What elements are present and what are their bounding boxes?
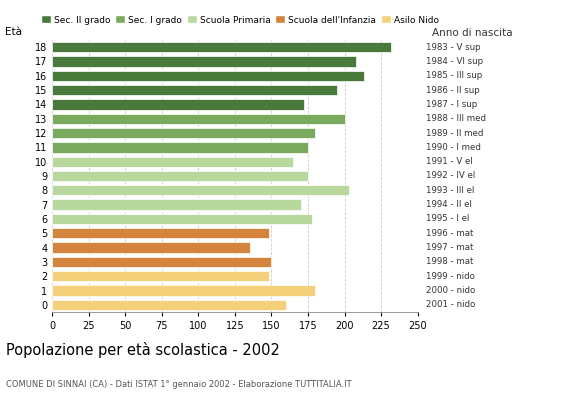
Bar xyxy=(52,242,249,253)
Text: 1993 - III el: 1993 - III el xyxy=(426,186,474,195)
Bar xyxy=(52,171,308,181)
Bar xyxy=(52,300,286,310)
Text: 1998 - mat: 1998 - mat xyxy=(426,257,474,266)
Text: Popolazione per età scolastica - 2002: Popolazione per età scolastica - 2002 xyxy=(6,342,280,358)
Text: 1989 - II med: 1989 - II med xyxy=(426,128,484,138)
Text: 2001 - nido: 2001 - nido xyxy=(426,300,476,309)
Text: 1995 - I el: 1995 - I el xyxy=(426,214,470,224)
Text: 1999 - nido: 1999 - nido xyxy=(426,272,475,281)
Text: 1997 - mat: 1997 - mat xyxy=(426,243,474,252)
Text: 1988 - III med: 1988 - III med xyxy=(426,114,486,123)
Bar xyxy=(52,42,392,52)
Bar xyxy=(52,185,349,196)
Bar xyxy=(52,114,345,124)
Bar xyxy=(52,142,308,152)
Bar xyxy=(52,56,356,67)
Text: 1986 - II sup: 1986 - II sup xyxy=(426,86,480,95)
Text: 1985 - III sup: 1985 - III sup xyxy=(426,71,483,80)
Text: 1994 - II el: 1994 - II el xyxy=(426,200,472,209)
Text: 1992 - IV el: 1992 - IV el xyxy=(426,172,476,180)
Text: 1984 - VI sup: 1984 - VI sup xyxy=(426,57,483,66)
Bar xyxy=(52,228,269,238)
Text: COMUNE DI SINNAI (CA) - Dati ISTAT 1° gennaio 2002 - Elaborazione TUTTITALIA.IT: COMUNE DI SINNAI (CA) - Dati ISTAT 1° ge… xyxy=(6,380,351,389)
Bar xyxy=(52,128,316,138)
Bar xyxy=(52,285,316,296)
Bar xyxy=(52,99,303,110)
Text: 1996 - mat: 1996 - mat xyxy=(426,229,474,238)
Bar xyxy=(52,271,269,281)
Bar xyxy=(52,200,300,210)
Text: 1983 - V sup: 1983 - V sup xyxy=(426,43,481,52)
Bar xyxy=(52,85,337,95)
Text: 1991 - V el: 1991 - V el xyxy=(426,157,473,166)
Text: 1987 - I sup: 1987 - I sup xyxy=(426,100,477,109)
Bar xyxy=(52,156,293,167)
Text: 2000 - nido: 2000 - nido xyxy=(426,286,476,295)
Text: 1990 - I med: 1990 - I med xyxy=(426,143,481,152)
Text: Anno di nascita: Anno di nascita xyxy=(432,28,513,38)
Bar xyxy=(52,214,313,224)
Bar xyxy=(52,257,271,267)
Legend: Sec. II grado, Sec. I grado, Scuola Primaria, Scuola dell'Infanzia, Asilo Nido: Sec. II grado, Sec. I grado, Scuola Prim… xyxy=(42,16,438,25)
Text: Età: Età xyxy=(5,27,21,37)
Bar xyxy=(52,71,364,81)
